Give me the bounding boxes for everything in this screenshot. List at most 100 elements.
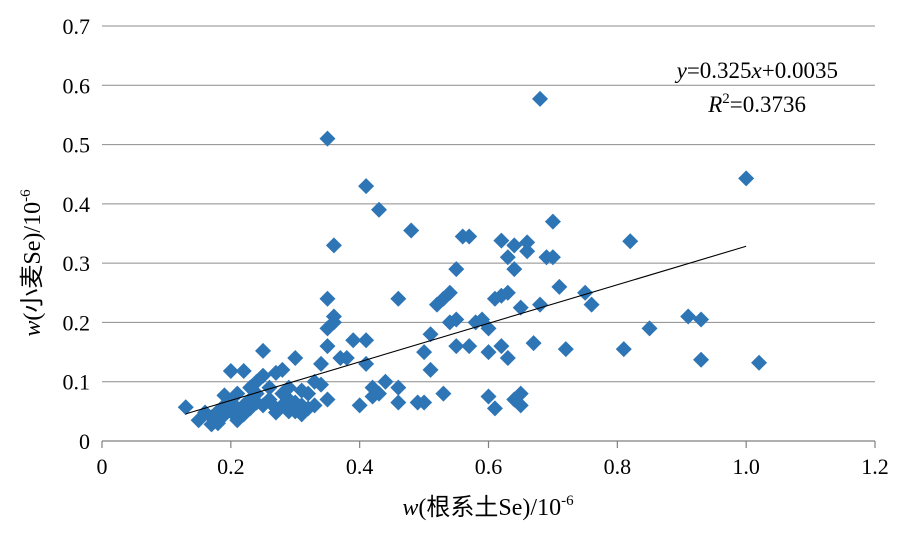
data-point	[325, 308, 342, 325]
data-point	[422, 361, 439, 378]
x-tick-label: 0.8	[604, 454, 632, 479]
data-points	[177, 90, 768, 433]
y-tick-label: 0.4	[63, 192, 91, 217]
r2-R: R	[707, 92, 722, 117]
data-point	[512, 385, 529, 402]
data-point	[693, 351, 710, 368]
data-point	[390, 394, 407, 411]
data-point	[255, 367, 272, 384]
y-axis-title: w(小麦Se)/10-6	[18, 189, 46, 337]
data-point	[512, 397, 529, 414]
data-point	[551, 278, 568, 295]
data-point	[493, 232, 510, 249]
data-point	[525, 335, 542, 352]
eq-slope: =0.325	[687, 58, 752, 83]
data-point	[499, 249, 516, 266]
y-axis-title-open: (	[20, 313, 46, 321]
data-point	[622, 233, 639, 250]
data-point	[441, 284, 458, 301]
data-point	[448, 338, 465, 355]
data-point	[738, 170, 755, 187]
data-point	[390, 379, 407, 396]
y-axis-title-text: 小麦Se	[19, 241, 46, 313]
x-axis-title-unit: )/10	[522, 495, 561, 521]
data-point	[506, 261, 523, 278]
y-tick-label: 0.6	[63, 73, 91, 98]
y-tick-label: 0.2	[63, 310, 91, 335]
y-axis-title-exp: -6	[18, 189, 34, 202]
data-point	[416, 344, 433, 361]
data-point	[499, 284, 516, 301]
data-point	[544, 249, 561, 266]
data-point	[422, 326, 439, 343]
data-point	[435, 385, 452, 402]
x-axis-title: w(根系土Se)/10-6	[402, 493, 574, 521]
r2-superscript: 2	[722, 91, 730, 107]
data-point	[280, 379, 297, 396]
data-point	[222, 363, 239, 380]
data-point	[532, 90, 549, 107]
data-point	[261, 379, 278, 396]
data-point	[512, 299, 529, 316]
x-tick-label: 0.4	[346, 454, 374, 479]
r2-value: =0.3736	[730, 92, 806, 117]
data-point	[499, 350, 516, 366]
data-point	[377, 373, 394, 390]
data-point	[461, 338, 478, 355]
trendline-equation: y=0.325x+0.0035	[675, 58, 838, 83]
x-axis-title-open: (	[418, 495, 426, 521]
data-point	[544, 213, 561, 230]
data-point	[325, 237, 342, 254]
y-axis-ticks: 0 0.1 0.2 0.3 0.4 0.5 0.6 0.7	[63, 14, 91, 454]
data-point	[519, 243, 536, 260]
data-point	[480, 344, 497, 361]
y-tick-label: 0	[79, 429, 90, 454]
x-tick-label: 0	[97, 454, 108, 479]
data-point	[319, 290, 336, 307]
data-point	[693, 311, 710, 328]
trendline	[185, 245, 747, 415]
data-point	[267, 364, 284, 381]
data-point	[448, 311, 465, 328]
data-point	[293, 406, 310, 423]
data-point	[416, 394, 433, 411]
y-tick-label: 0.3	[63, 251, 91, 276]
data-point	[280, 403, 297, 420]
x-tick-label: 0.2	[217, 454, 245, 479]
data-point	[370, 201, 387, 218]
data-point	[370, 385, 387, 402]
data-point	[403, 222, 420, 239]
eq-x-var: x	[751, 58, 763, 83]
data-point	[358, 178, 375, 195]
data-point	[319, 391, 336, 408]
x-tick-label: 0.6	[475, 454, 503, 479]
y-tick-label: 0.1	[63, 370, 91, 395]
data-point	[255, 342, 272, 359]
data-point	[390, 290, 407, 307]
data-point	[506, 237, 523, 254]
data-point	[300, 385, 317, 402]
data-point	[641, 320, 658, 337]
x-axis-title-var: w	[402, 495, 418, 521]
data-point	[313, 376, 330, 393]
x-axis-ticks: 0 0.2 0.4 0.6 0.8 1.0 1.2	[97, 441, 889, 479]
data-point	[557, 341, 574, 358]
data-point	[248, 385, 265, 402]
eq-intercept: +0.0035	[762, 58, 838, 83]
data-point	[583, 296, 600, 313]
x-axis-title-exp: -6	[561, 493, 574, 509]
data-point	[577, 284, 594, 301]
y-tick-label: 0.5	[63, 133, 91, 158]
data-point	[461, 228, 478, 245]
x-tick-label: 1.2	[861, 454, 889, 479]
data-point	[319, 338, 336, 355]
data-point	[519, 234, 536, 251]
y-axis-title-var: w	[20, 321, 46, 337]
data-point	[351, 397, 368, 414]
x-axis-title-text: 根系土Se	[426, 494, 522, 521]
data-point	[313, 355, 330, 372]
data-point	[235, 363, 252, 380]
data-point	[319, 130, 336, 147]
data-point	[680, 308, 697, 325]
